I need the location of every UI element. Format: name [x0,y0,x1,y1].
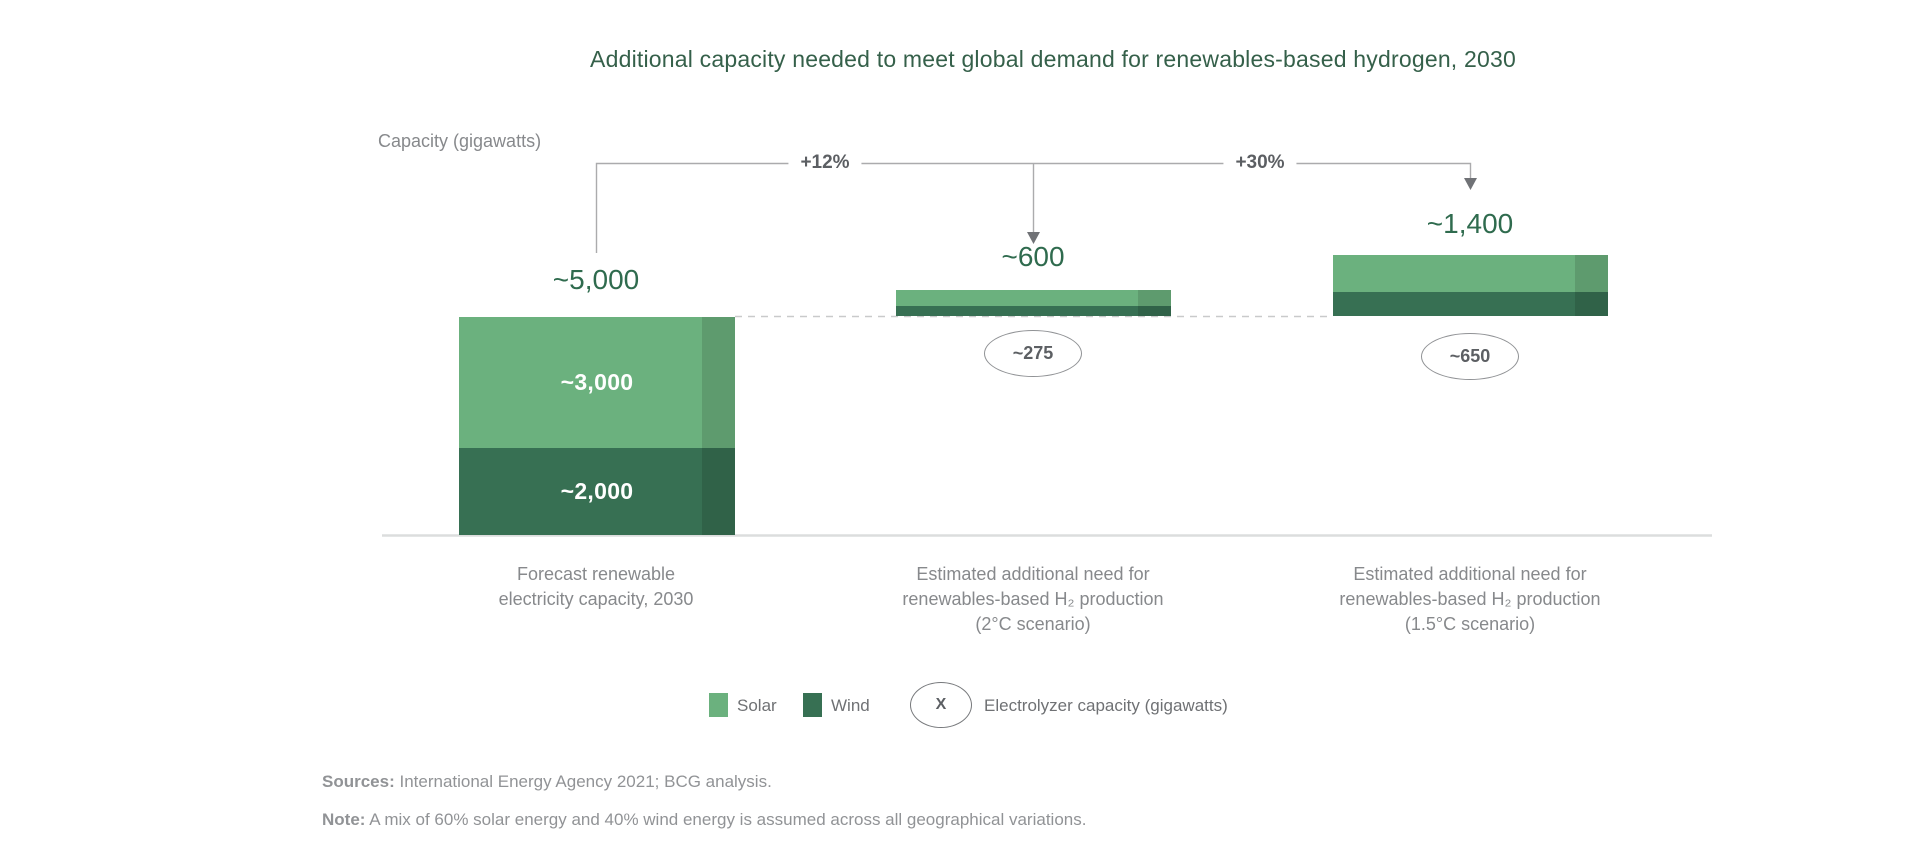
y-axis-label: Capacity (gigawatts) [378,131,542,151]
growth-annotation-1-5c: +30% [1223,152,1297,174]
arrowhead-bar3-icon [1464,178,1477,190]
growth-annotation-2c: +12% [788,152,862,174]
total-value-label-bar2: ~600 [1001,241,1065,272]
category-label-bar2: Estimated additional need for renewables… [902,564,1164,634]
legend-wind-swatch [803,693,822,717]
total-value-label-bar1: ~5,000 [552,264,640,295]
wind-segment [896,305,1171,316]
legend-wind-label: Wind [831,696,870,715]
category-label-bar3: Estimated additional need for renewables… [1339,564,1601,634]
electrolyzer-capacity-badge-1-5c: ~650 [1421,333,1519,380]
bracket-line [595,162,1472,253]
sources-line: Sources: International Energy Agency 202… [322,772,772,792]
note-line: Note: A mix of 60% solar energy and 40% … [322,810,1086,830]
bar-3d-edge [1575,255,1608,316]
sources-label: Sources: [322,772,395,791]
bar-h2-need-2c [896,289,1171,316]
bar-3d-edge [702,317,735,535]
note-label: Note: [322,810,366,829]
legend-electrolyzer-label: Electrolyzer capacity (gigawatts) [984,696,1228,715]
bar-forecast-capacity: ~3,000 ~2,000 [459,317,735,535]
chart-title: Additional capacity needed to meet globa… [590,46,1516,72]
bar-h2-need-1-5c [1333,255,1608,316]
electrolyzer-capacity-badge-2c: ~275 [984,330,1082,377]
note-text: A mix of 60% solar energy and 40% wind e… [365,810,1087,829]
segment-value-label: ~2,000 [560,477,634,504]
solar-segment: ~3,000 [459,317,735,448]
legend-solar-swatch [709,693,728,717]
solar-segment [896,289,1171,306]
wind-segment [1333,291,1608,316]
sources-text: International Energy Agency 2021; BCG an… [394,772,772,791]
solar-segment [1333,255,1608,292]
wind-segment: ~2,000 [459,447,735,535]
segment-value-label: ~3,000 [560,368,634,395]
total-value-label-bar3: ~1,400 [1426,208,1514,239]
bar-3d-edge [1138,289,1171,316]
legend-electrolyzer-symbol: X [910,682,972,728]
legend-solar-label: Solar [737,696,777,715]
category-label-bar1: Forecast renewable electricity capacity,… [498,564,694,609]
